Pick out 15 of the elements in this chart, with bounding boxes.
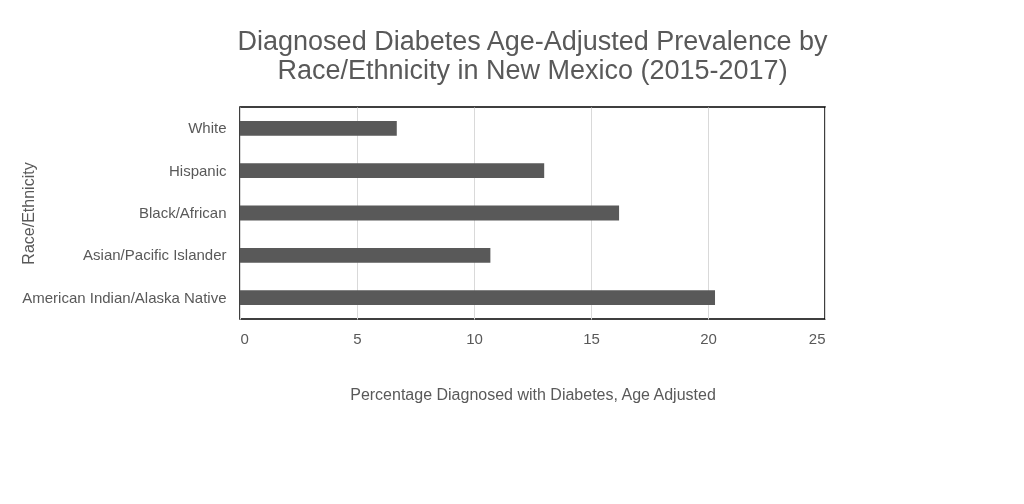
y-tick-label: Asian/Pacific Islander: [83, 246, 227, 264]
y-tick-label: White: [188, 119, 227, 137]
x-tick-label: 10: [466, 329, 483, 347]
x-tick-label: 20: [700, 329, 717, 347]
x-tick-label: 0: [240, 329, 249, 347]
x-tick-label: 15: [583, 329, 600, 347]
y-tick-label: Black/African: [138, 204, 227, 221]
x-tick-label: 5: [353, 329, 362, 347]
x-axis-title: Percentage Diagnosed with Diabetes, Age Adjusted: [350, 385, 716, 403]
y-tick-label: American Indian/Alaska Native: [22, 288, 227, 306]
text: Diagnosed Diabetes Age-Adjusted Prevalence by: [237, 26, 828, 56]
y-axis-title: Race/Ethnicity: [19, 162, 37, 265]
x-tick-label: 25: [808, 329, 826, 347]
y-tick-label: Hispanic: [168, 161, 227, 179]
text: Race/Ethnicity in New Mexico (2015-2017): [277, 55, 788, 85]
